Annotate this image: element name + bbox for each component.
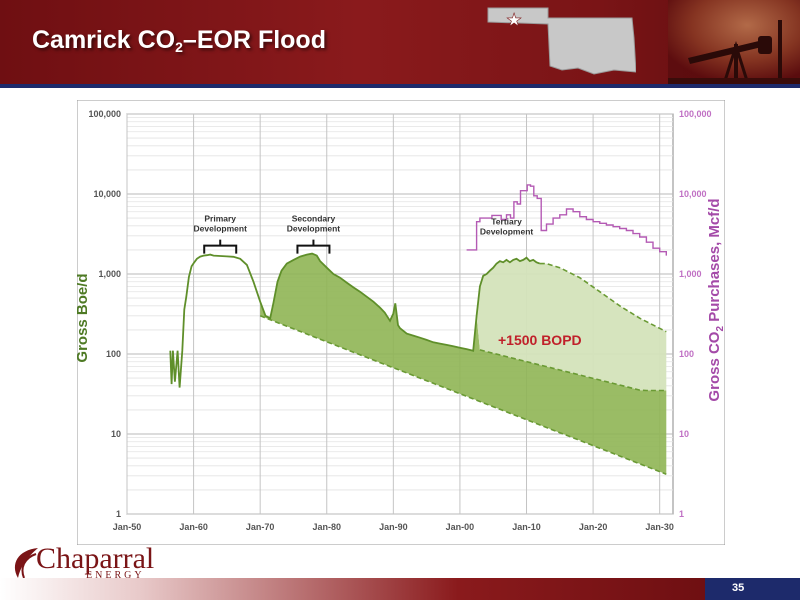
- incremental-oil-label: +1500 BOPD: [498, 332, 582, 348]
- y-right-tick-label: 10,000: [679, 189, 707, 199]
- forecast-areas: [260, 253, 667, 475]
- tertiary-forecast-area: [476, 257, 667, 391]
- swoosh-logo-icon: [14, 548, 38, 579]
- logo-tagline: ENERGY: [86, 570, 145, 581]
- annotation-label-line1: Primary: [204, 214, 236, 224]
- y-axis-left-label: Gross Boe/d: [77, 273, 91, 362]
- oil-pump-background-icon: [668, 0, 800, 84]
- company-logo: Chaparral ENERGY: [8, 540, 168, 584]
- annotation-label-line2: Development: [480, 227, 534, 237]
- y-left-tick-label: 1,000: [98, 269, 121, 279]
- x-tick-label: Jan-00: [446, 522, 475, 532]
- tertiary-forecast-dashed-line: [539, 262, 667, 333]
- location-star-icon: ★: [506, 10, 522, 30]
- x-tick-label: Jan-50: [113, 522, 142, 532]
- secondary-decline-dashed-line: [479, 349, 667, 392]
- annotation-label-line2: Development: [194, 224, 248, 234]
- y-right-tick-label: 1: [679, 509, 684, 519]
- footer-page-box: [705, 578, 800, 600]
- secondary-forecast-area: [260, 253, 667, 475]
- annotation-label-line1: Tertiary: [491, 217, 522, 227]
- chart-axes: 1 10 100 1,000 10,000 100,000 1 10 100 1,000 10,00…: [88, 109, 711, 532]
- y-left-tick-label: 10,000: [93, 189, 121, 199]
- header-divider: [0, 84, 800, 88]
- page-number: 35: [732, 582, 745, 594]
- x-tick-label: Jan-80: [312, 522, 341, 532]
- co2-purchases-series-line: [466, 184, 667, 256]
- x-tick-label: Jan-30: [645, 522, 674, 532]
- logo-wordmark: Chaparral: [36, 542, 155, 575]
- production-chart: 1 10 100 1,000 10,000 100,000 1 10 100 1,000 10,00…: [77, 100, 725, 545]
- annotation-label-line1: Secondary: [292, 214, 336, 224]
- gross-boed-series-line: [169, 252, 541, 388]
- y-right-tick-label: 100,000: [679, 109, 712, 119]
- x-tick-label: Jan-60: [179, 522, 208, 532]
- x-tick-label: Jan-10: [512, 522, 541, 532]
- y-right-tick-label: 10: [679, 429, 689, 439]
- footer-bar: 35: [0, 578, 800, 600]
- y-right-tick-label: 1,000: [679, 269, 702, 279]
- oklahoma-map-icon: ★: [487, 7, 636, 75]
- x-tick-label: Jan-20: [579, 522, 608, 532]
- chart-series: [169, 184, 667, 475]
- primary-decline-dashed-line: [259, 315, 667, 475]
- chart-annotations: PrimaryDevelopmentSecondaryDevelopmentTe…: [194, 214, 582, 348]
- development-bracket: [203, 239, 238, 254]
- y-left-tick-label: 100,000: [88, 109, 121, 119]
- page-title: Camrick CO2–EOR Flood: [32, 26, 326, 55]
- x-tick-label: Jan-90: [379, 522, 408, 532]
- annotation-label-line2: Development: [287, 224, 341, 234]
- y-right-tick-label: 100: [679, 349, 694, 359]
- y-axis-right-label: Gross CO2 Purchases, Mcf/d: [706, 198, 725, 401]
- development-bracket: [296, 239, 331, 254]
- y-left-tick-label: 10: [111, 429, 121, 439]
- x-tick-label: Jan-70: [246, 522, 275, 532]
- y-left-tick-label: 1: [116, 509, 121, 519]
- header-banner: ★ Camrick CO2–EOR Flood: [0, 0, 800, 84]
- footer-gradient: [0, 578, 705, 600]
- y-left-tick-label: 100: [106, 349, 121, 359]
